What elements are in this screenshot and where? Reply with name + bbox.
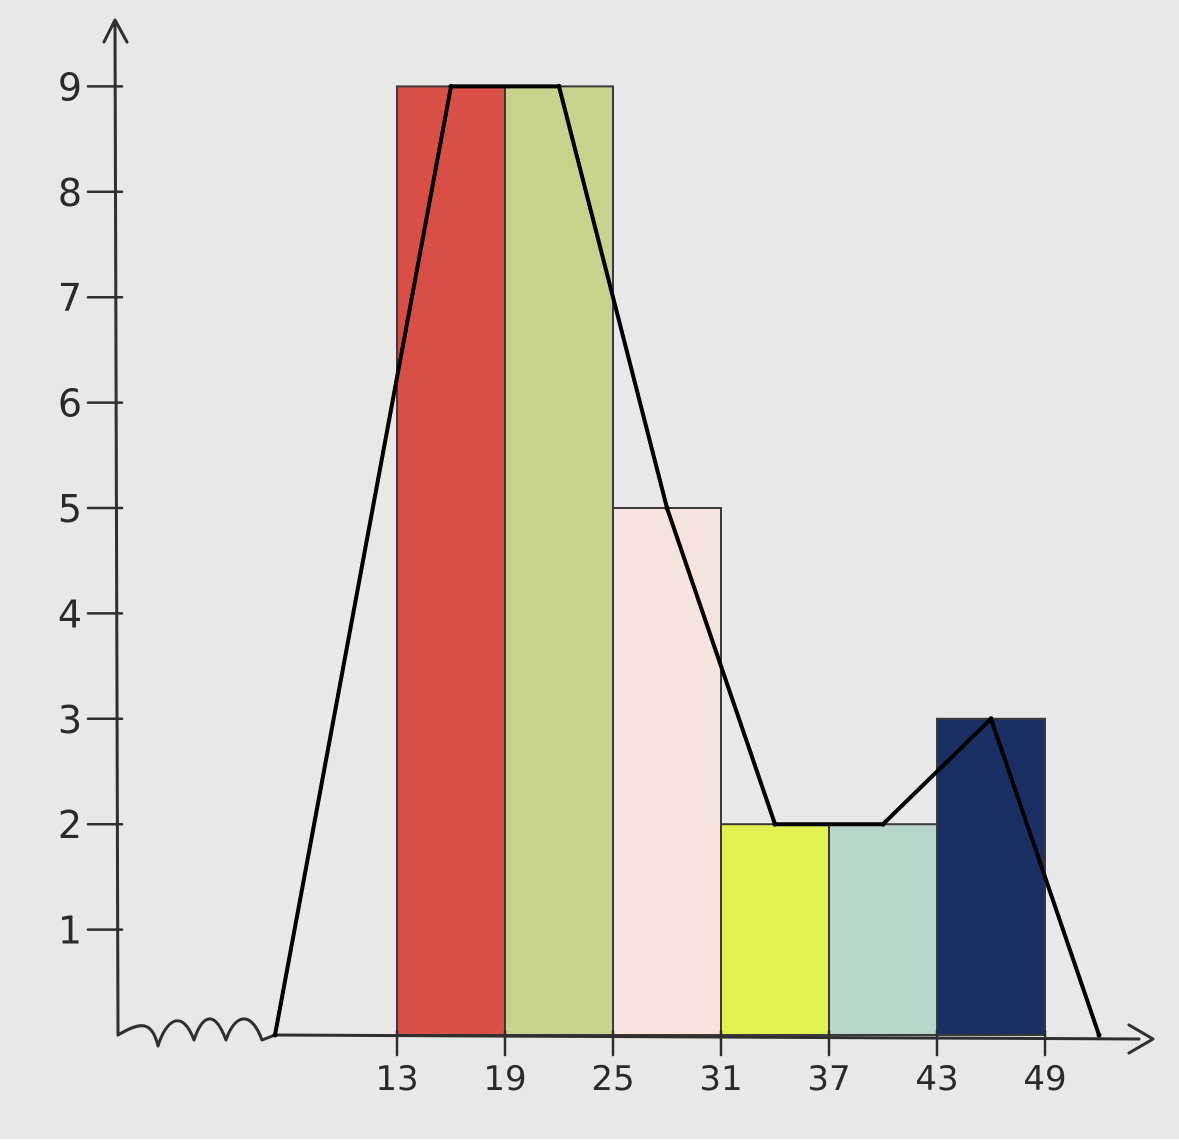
frequency-polygon-point-3 (664, 505, 670, 511)
x-tick-label-31: 31 (699, 1059, 742, 1099)
bar-13-19 (396, 85, 506, 1036)
bar-37-43 (828, 823, 938, 1037)
frequency-polygon-point-1 (448, 83, 454, 89)
frequency-polygon-point-7 (1096, 1032, 1102, 1038)
frequency-polygon-point-0 (272, 1032, 278, 1038)
frequency-polygon-point-6 (988, 716, 994, 722)
frequency-polygon-point-2 (556, 83, 562, 89)
frequency-polygon-point-4 (772, 821, 778, 827)
y-tick-label-2: 2 (58, 803, 82, 847)
bar-31-37 (720, 823, 830, 1037)
x-tick-label-25: 25 (591, 1059, 634, 1099)
y-tick-label-1: 1 (58, 909, 82, 953)
polygon-layer (272, 83, 1102, 1038)
y-tick-label-7: 7 (58, 276, 82, 320)
y-tick-label-8: 8 (58, 171, 82, 215)
x-tick-label-49: 49 (1023, 1059, 1066, 1099)
x-tick-label-13: 13 (375, 1059, 418, 1099)
y-tick-label-4: 4 (58, 592, 82, 636)
bar-43-49 (936, 717, 1046, 1036)
y-tick-label-5: 5 (58, 487, 82, 531)
axes-layer (86, 18, 1155, 1057)
x-tick-label-43: 43 (915, 1059, 958, 1099)
bar-25-31 (612, 507, 722, 1036)
bars-layer (396, 85, 1046, 1037)
x-axis-line (273, 1033, 1141, 1041)
x-axis-arrow (1127, 1023, 1155, 1055)
frequency-polygon-line (273, 84, 1101, 1037)
y-tick-label-3: 3 (58, 698, 82, 742)
x-tick-label-19: 19 (483, 1059, 526, 1099)
x-tick-label-37: 37 (807, 1059, 850, 1099)
x-axis-break-zigzag (116, 1017, 277, 1048)
y-axis-arrow (102, 18, 129, 44)
y-tick-label-6: 6 (58, 382, 82, 426)
frequency-polygon-point-5 (880, 821, 886, 827)
labels-layer: 1 2 3 4 5 6 7 8 9 13 19 25 31 37 43 49 (58, 65, 1067, 1099)
y-tick-label-9: 9 (58, 65, 82, 109)
